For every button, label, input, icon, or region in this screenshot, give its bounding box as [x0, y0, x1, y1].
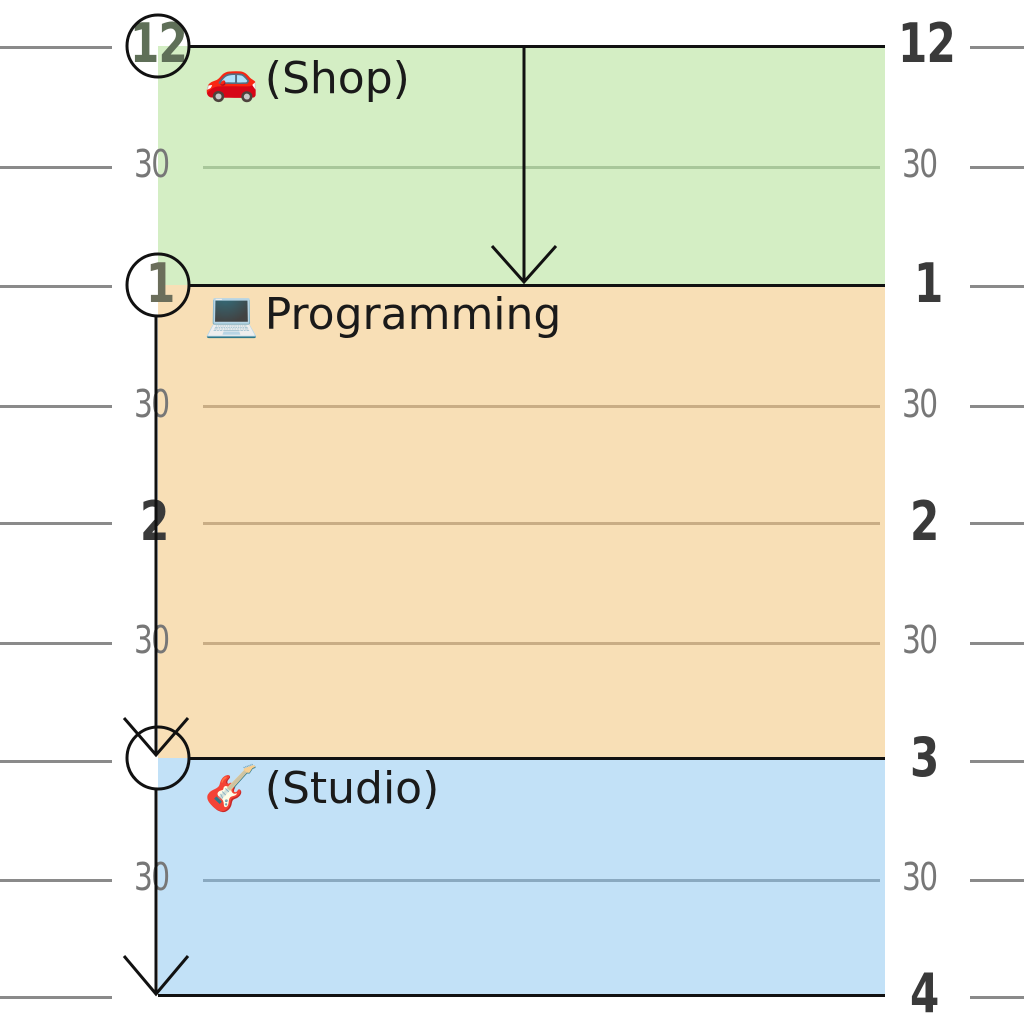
inner-line-1230: [203, 166, 880, 169]
checkpoint-circle-3-icon: [125, 725, 191, 791]
block-border-bottom: [158, 994, 885, 997]
laptop-icon: 💻: [204, 289, 259, 340]
gridline-right-2: [970, 522, 1024, 525]
inner-line-130: [203, 405, 880, 408]
gridline-right-230: [970, 642, 1024, 645]
event-title-studio: (Studio): [264, 763, 440, 814]
event-label-studio[interactable]: 🎸 (Studio): [204, 762, 439, 814]
time-label-right-1230: 30: [902, 142, 938, 186]
time-label-right-330: 30: [902, 855, 938, 899]
time-label-right-130: 30: [902, 382, 938, 426]
time-label-right-230: 30: [902, 618, 938, 662]
checkpoint-circle-icon: [125, 252, 191, 318]
time-label-right-2: 2: [910, 490, 939, 553]
gridline-right-330: [970, 879, 1024, 882]
gridline-right-1230: [970, 166, 1024, 169]
gridline-right-3: [970, 760, 1024, 763]
block-border-studio: [190, 757, 885, 760]
inner-line-2: [203, 522, 880, 525]
gridline-left-1: [0, 285, 112, 288]
gridline-right-4: [970, 996, 1024, 999]
gridline-left-4: [0, 996, 112, 999]
gridline-right-1: [970, 285, 1024, 288]
gridline-left-330: [0, 879, 112, 882]
gridline-left-130: [0, 405, 112, 408]
block-border-top-shop: [190, 45, 885, 48]
gridline-left-230: [0, 642, 112, 645]
event-label-programming[interactable]: 💻 Programming: [204, 288, 561, 340]
block-border-programming: [190, 284, 885, 287]
start-circle-icon: [125, 13, 191, 79]
car-icon: 🚗: [204, 53, 259, 104]
time-label-right-1: 1: [914, 252, 943, 315]
guitar-icon: 🎸: [204, 763, 259, 814]
time-label-left-1230: 30: [134, 142, 170, 186]
event-title-programming: Programming: [264, 289, 562, 340]
time-label-left-330: 30: [134, 855, 170, 899]
gridline-right-12: [970, 46, 1024, 49]
inner-line-230: [203, 642, 880, 645]
time-label-right-3: 3: [910, 726, 939, 789]
time-label-left-230: 30: [134, 618, 170, 662]
arrow-down-icon: [490, 245, 558, 285]
gridline-left-1230: [0, 166, 112, 169]
time-label-right-12: 12: [898, 12, 956, 75]
event-label-shop[interactable]: 🚗 (Shop): [204, 52, 410, 104]
event-title-shop: (Shop): [264, 53, 410, 104]
gridline-right-130: [970, 405, 1024, 408]
arrow-down-studio-icon: [122, 955, 190, 997]
time-label-left-130: 30: [134, 382, 170, 426]
arrow-down-programming-icon: [122, 717, 190, 758]
gridline-left-12: [0, 46, 112, 49]
gridline-left-2: [0, 522, 112, 525]
gridline-left-3: [0, 760, 112, 763]
time-label-right-4: 4: [910, 962, 939, 1024]
time-label-left-1: 1: [146, 252, 175, 315]
inner-line-330: [203, 879, 880, 882]
event-block-studio[interactable]: [158, 758, 885, 996]
